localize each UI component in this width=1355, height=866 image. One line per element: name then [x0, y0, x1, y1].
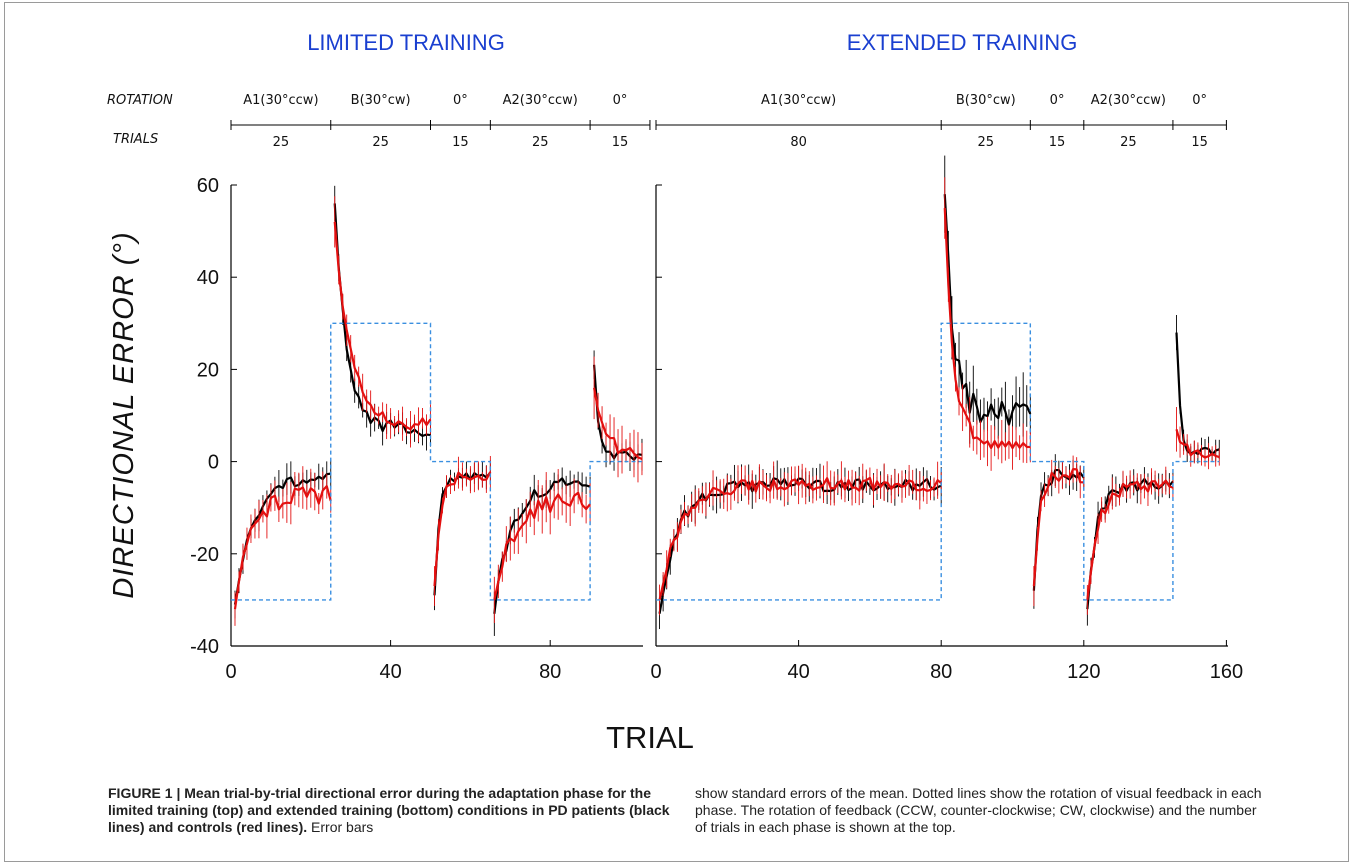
x-tick-label: 80 — [930, 661, 952, 683]
phase-trial-count: 25 — [977, 135, 994, 150]
series-line-controls — [333, 221, 432, 431]
series-line-controls — [1032, 467, 1084, 587]
x-tick-label: 80 — [539, 661, 561, 683]
plot-extended-training: 0 40 80 120 160 — [650, 155, 1243, 683]
panel-title-extended: EXTENDED TRAINING — [847, 30, 1078, 55]
x-tick-label: 40 — [379, 661, 401, 683]
phase-rotation-label: A2(30°ccw) — [503, 93, 578, 108]
series-pd — [233, 185, 643, 636]
phase-rotation-label: 0° — [453, 93, 468, 108]
phase-trial-count: 25 — [1120, 135, 1137, 150]
y-tick-label: 40 — [197, 267, 219, 289]
y-tick-label: 20 — [197, 359, 219, 381]
phase-trial-count: 25 — [372, 135, 389, 150]
series-line-controls — [593, 387, 643, 461]
x-tick-label: 0 — [225, 661, 236, 683]
phase-header-limited: A1(30°ccw) 25 B(30°cw) 25 0° 15 A2(30°ccw) 25 0°… — [230, 93, 651, 150]
x-tick-label: 160 — [1210, 661, 1243, 683]
y-tick-label: -20 — [190, 544, 219, 566]
panel-title-limited: LIMITED TRAINING — [307, 30, 505, 55]
plot-limited-training: 0 40 80 -40 -20 0 20 40 60 — [190, 175, 643, 683]
rotation-dotted-line — [231, 322, 642, 601]
phase-trial-count: 25 — [532, 135, 549, 150]
series-line-controls — [433, 471, 492, 587]
caption-right-column: show standard errors of the mean. Dotted… — [695, 785, 1262, 835]
phase-rotation-label: A1(30°ccw) — [761, 93, 836, 108]
phase-rotation-label: 0° — [1050, 93, 1065, 108]
series-line-controls — [1175, 429, 1220, 459]
series-line-pd — [333, 203, 431, 437]
series-line-pd — [1175, 332, 1220, 456]
figure-frame — [4, 2, 1349, 862]
phase-trial-count: 15 — [1191, 135, 1208, 150]
series-line-controls — [658, 476, 942, 601]
caption-left-column: FIGURE 1 | Mean trial-by-trial direction… — [108, 785, 676, 836]
phase-header-extended: A1(30°ccw) 80 B(30°cw) 25 0° 15 A2(30°ccw) 25 0°… — [655, 93, 1227, 150]
phase-trial-count: 25 — [273, 135, 290, 150]
caption-bold: FIGURE 1 | Mean trial-by-trial direction… — [108, 785, 670, 835]
series-line-pd — [658, 477, 942, 614]
series-line-controls — [1086, 479, 1174, 601]
phase-trial-count: 15 — [612, 135, 629, 150]
y-tick-label: 0 — [208, 452, 219, 474]
phase-rotation-label: 0° — [1192, 93, 1207, 108]
series-line-controls — [943, 207, 1031, 450]
series-controls — [658, 177, 1220, 616]
series-line-controls — [233, 485, 332, 610]
trials-row-label: TRIALS — [113, 132, 158, 147]
x-tick-label: 120 — [1067, 661, 1100, 683]
y-tick-label: -40 — [190, 636, 219, 658]
series-line-controls — [493, 491, 591, 601]
phase-rotation-label: B(30°cw) — [956, 93, 1016, 108]
y-tick-label: 60 — [197, 175, 219, 197]
phase-rotation-label: A1(30°ccw) — [243, 93, 318, 108]
rotation-dotted-line — [656, 322, 1220, 601]
series-line-pd — [943, 194, 1032, 426]
phase-rotation-label: B(30°cw) — [351, 93, 411, 108]
y-axis-label: DIRECTIONAL ERROR (°) — [108, 231, 140, 598]
phase-trial-count: 80 — [790, 135, 807, 150]
x-axis-label: TRIAL — [606, 720, 694, 755]
series-pd — [658, 155, 1220, 630]
phase-rotation-label: 0° — [613, 93, 628, 108]
caption-left-rest: Error bars — [307, 819, 374, 835]
x-tick-label: 0 — [650, 661, 661, 683]
phase-trial-count: 15 — [1049, 135, 1066, 150]
series-controls — [233, 196, 643, 626]
rotation-row-label: ROTATION — [107, 93, 173, 108]
phase-rotation-label: A2(30°ccw) — [1091, 93, 1166, 108]
phase-trial-count: 15 — [452, 135, 469, 150]
x-tick-label: 40 — [787, 661, 809, 683]
figure-canvas: LIMITED TRAINING EXTENDED TRAINING ROTAT… — [107, 30, 1243, 755]
